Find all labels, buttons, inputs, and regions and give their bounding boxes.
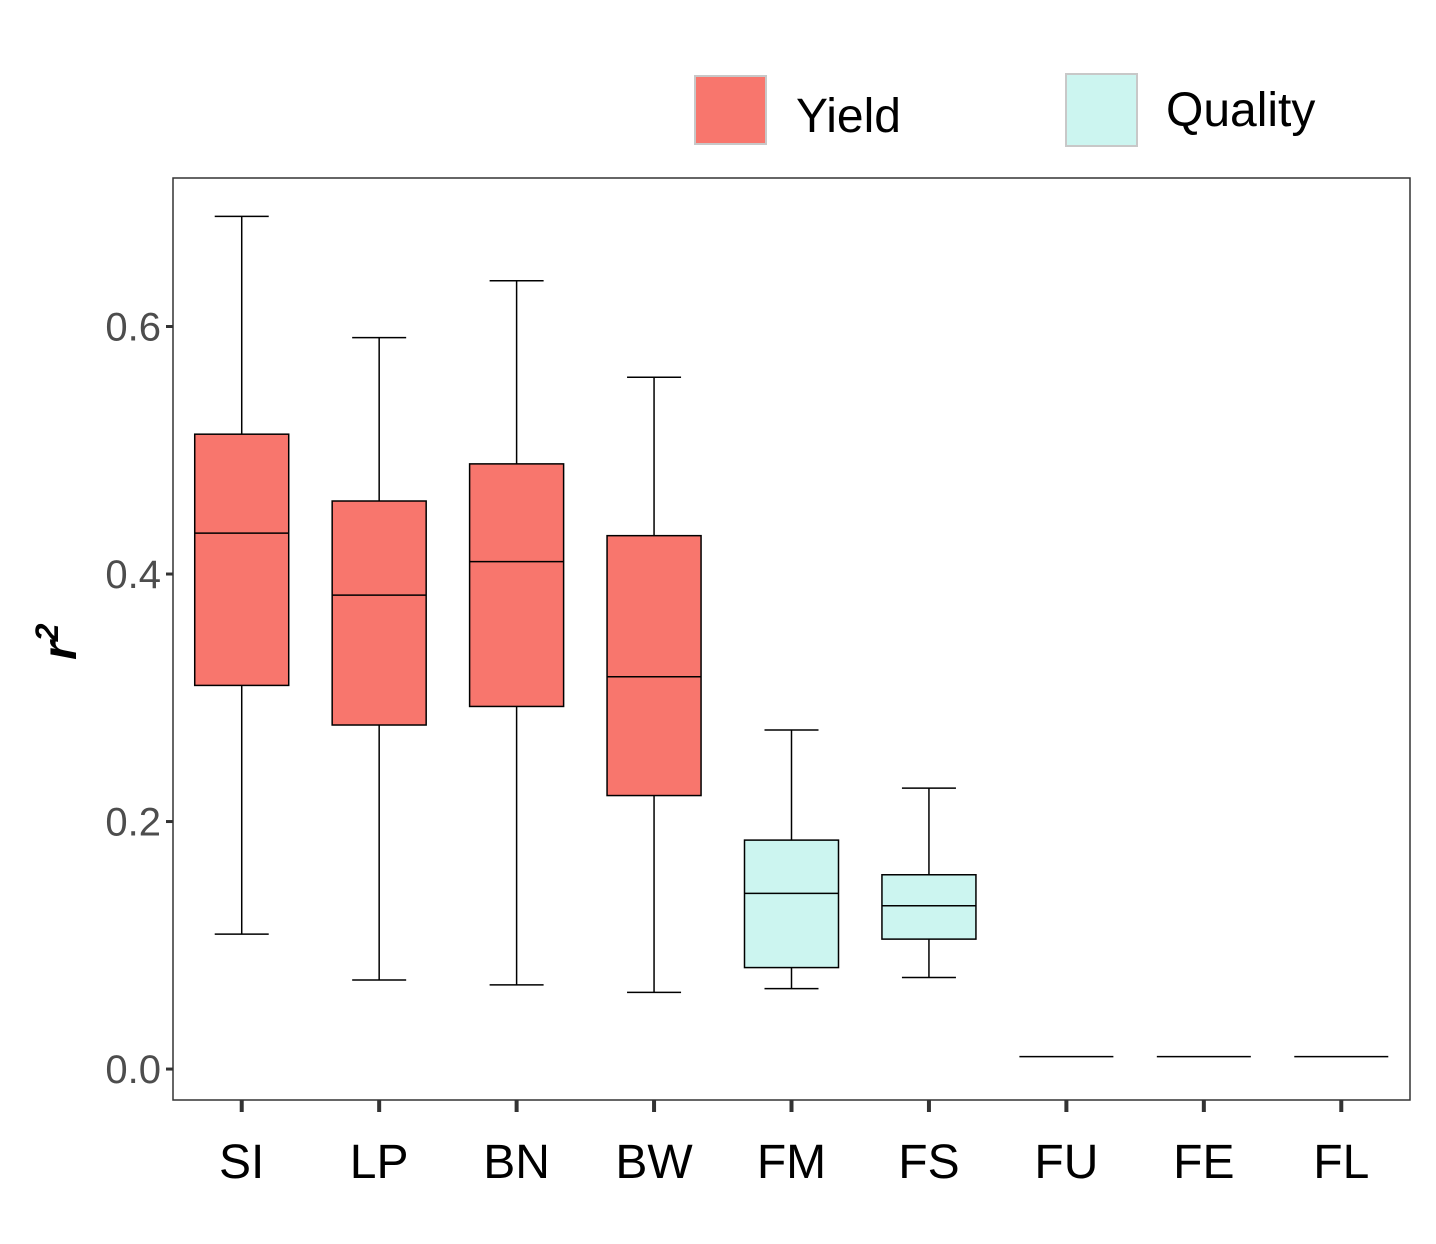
box-bn: [468, 279, 565, 986]
iqr-box: [606, 534, 702, 797]
box-lp: [331, 336, 427, 981]
x-tick-label: FU: [1034, 1136, 1098, 1189]
y-axis-title: r2: [29, 623, 87, 660]
iqr-box: [743, 839, 840, 969]
x-tick-label: LP: [350, 1136, 409, 1189]
iqr-box: [331, 500, 427, 726]
legend-label-yield: Yield: [796, 90, 901, 143]
x-tick-label: BW: [615, 1136, 693, 1189]
x-tick-label: FM: [757, 1136, 826, 1189]
legend-swatch-quality: [1065, 73, 1138, 147]
y-tick-label: 0.4: [105, 553, 161, 597]
box-si: [193, 215, 290, 935]
legend: Yield Quality: [694, 73, 1315, 147]
x-tick-label: FS: [898, 1136, 959, 1189]
iqr-box: [468, 463, 565, 708]
y-tick-label: 0.0: [105, 1048, 161, 1092]
box-fs: [881, 787, 977, 979]
box-fm: [743, 729, 840, 990]
legend-swatch-yield: [694, 75, 767, 145]
box-bw: [606, 376, 702, 994]
y-tick-label: 0.6: [105, 306, 161, 350]
y-axis: 0.0 0.2 0.4 0.6: [105, 306, 173, 1092]
y-tick-label: 0.2: [105, 801, 161, 845]
iqr-box: [193, 433, 290, 687]
x-tick-label: SI: [219, 1136, 264, 1189]
x-axis: SI LP BN BW FM FS FU FE FL: [219, 1100, 1369, 1189]
y-axis-title-superscript: 2: [29, 623, 65, 642]
legend-label-quality: Quality: [1166, 84, 1315, 137]
iqr-box: [881, 874, 977, 940]
x-tick-label: FL: [1313, 1136, 1369, 1189]
x-tick-label: FE: [1173, 1136, 1234, 1189]
box-series: [193, 215, 1389, 1058]
x-tick-label: BN: [483, 1136, 550, 1189]
